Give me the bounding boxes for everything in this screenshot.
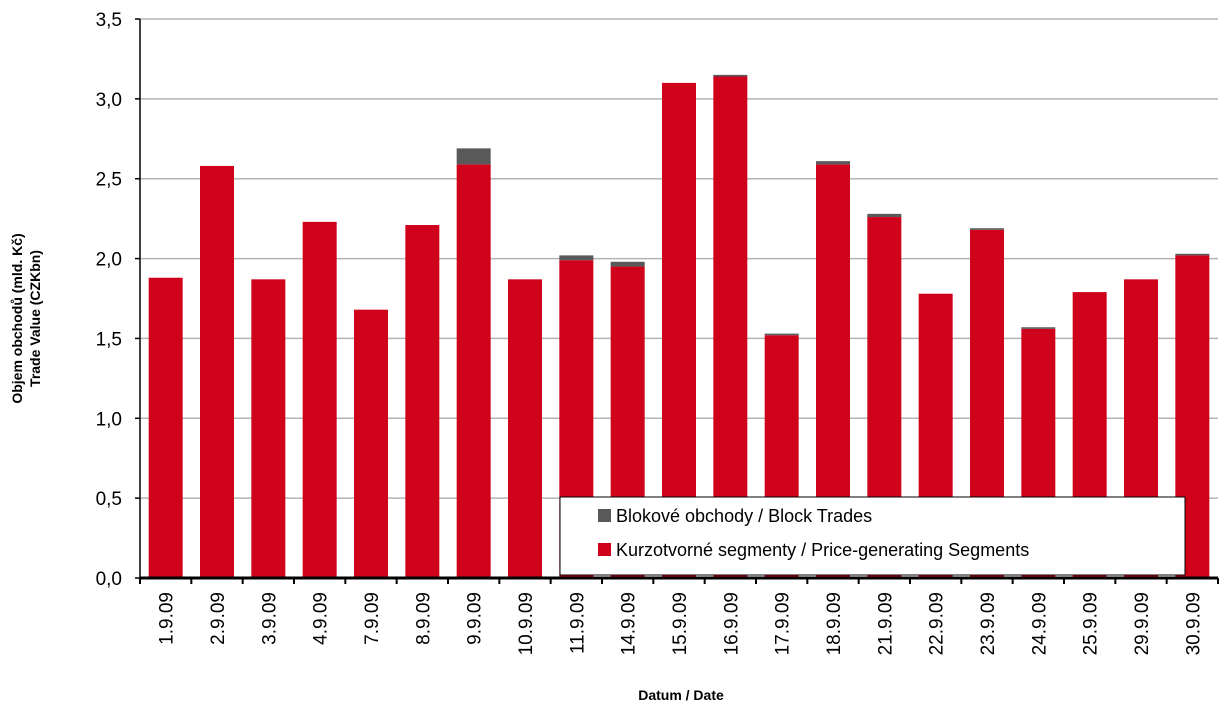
x-tick-label: 14.9.09 (619, 592, 640, 655)
x-tick-labels: 1.9.09 2.9.09 3.9.09 4.9.09 7.9.09 8.9.09 9.9.… (157, 592, 1205, 655)
bar-segment (200, 165, 234, 579)
bar-segment (1021, 327, 1056, 329)
x-tick-label: 4.9.09 (311, 592, 332, 645)
x-tick-label: 17.9.09 (773, 592, 794, 655)
bar-segment (713, 76, 748, 579)
bar-segment (662, 82, 696, 578)
bar-segment (970, 228, 1004, 230)
x-tick-label: 11.9.09 (567, 592, 588, 654)
bar-segment (456, 148, 491, 165)
bar-segment (559, 255, 594, 261)
y-tick-label: 2,5 (96, 170, 122, 191)
x-tick-label: 16.9.09 (721, 592, 742, 655)
bar-segment (713, 74, 748, 77)
legend-label: Blokové obchody / Block Trades (616, 506, 872, 526)
y-tick-label: 2,0 (96, 250, 122, 271)
bar-segment (816, 161, 850, 165)
x-tick-label: 2.9.09 (208, 592, 229, 645)
x-tick-label: 8.9.09 (413, 592, 434, 645)
legend-box (559, 496, 1186, 576)
bar-segment (610, 261, 645, 267)
bar-segment (456, 164, 491, 578)
x-tick-label: 21.9.09 (875, 592, 896, 655)
x-tick-label: 23.9.09 (978, 592, 999, 655)
y-tick-label: 3,5 (96, 10, 122, 31)
x-tick-label: 9.9.09 (465, 592, 486, 645)
bar-segment (354, 309, 388, 578)
x-tick-label: 1.9.09 (157, 592, 178, 645)
x-axis-title: Datum / Date (638, 687, 724, 703)
x-tick-label: 22.9.09 (927, 592, 948, 655)
y-tick-labels: 0,0 0,5 1,0 1,5 2,0 2,5 3,0 3,5 (96, 10, 122, 590)
x-tick-label: 10.9.09 (516, 592, 537, 655)
bar-segment (251, 279, 286, 578)
legend-label: Kurzotvorné segmenty / Price-generating … (616, 540, 1029, 560)
bar-segment (148, 277, 183, 578)
y-tick-label: 1,5 (96, 329, 122, 350)
x-tick-label: 15.9.09 (670, 592, 691, 655)
bar-segment (1175, 253, 1210, 256)
bar-segment (302, 221, 337, 578)
x-tick-label: 25.9.09 (1081, 592, 1102, 655)
legend-swatch (598, 509, 611, 522)
x-tick-label: 29.9.09 (1132, 592, 1153, 655)
bar-segment (508, 279, 542, 578)
y-tick-label: 3,0 (96, 90, 122, 111)
y-tick-label: 0,0 (96, 569, 122, 590)
x-tick-label: 7.9.09 (362, 592, 383, 645)
x-tick-label: 18.9.09 (824, 592, 845, 655)
y-axis-title-line-2: Trade Value (CZKbn) (27, 250, 43, 387)
bar-segment (764, 333, 799, 336)
x-tick-label: 30.9.09 (1183, 592, 1204, 655)
x-tick-label: 24.9.09 (1029, 592, 1050, 655)
y-tick-label: 0,5 (96, 489, 122, 510)
y-axis-title-line-1: Objem obchodů (mld. Kč) (9, 233, 25, 403)
legend: Blokové obchody / Block Trades Kurzotvorn… (559, 496, 1186, 576)
bar-segment (867, 213, 902, 218)
legend-swatch (598, 543, 611, 556)
bar-segment (405, 225, 440, 578)
axes (135, 18, 1219, 584)
y-tick-label: 1,0 (96, 409, 122, 430)
x-tick-label: 3.9.09 (259, 592, 280, 645)
